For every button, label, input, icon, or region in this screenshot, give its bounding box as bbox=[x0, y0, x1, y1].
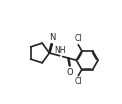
Text: Cl: Cl bbox=[75, 77, 82, 86]
Text: O: O bbox=[66, 68, 73, 77]
Text: N: N bbox=[49, 33, 55, 42]
Text: Cl: Cl bbox=[75, 34, 82, 43]
Text: NH: NH bbox=[54, 46, 66, 55]
